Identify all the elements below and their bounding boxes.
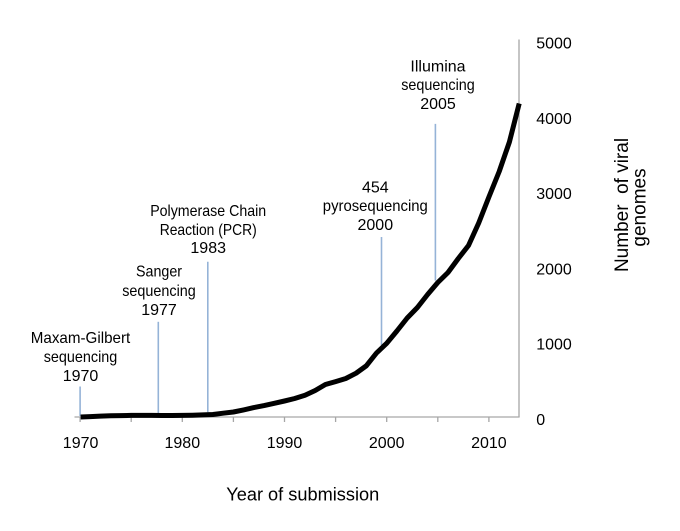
svg-text:Polymerase Chain: Polymerase Chain xyxy=(150,203,266,220)
svg-text:4000: 4000 xyxy=(536,111,572,128)
svg-text:1000: 1000 xyxy=(536,337,572,354)
svg-text:454: 454 xyxy=(362,180,389,197)
svg-text:Illumina: Illumina xyxy=(410,58,465,75)
svg-text:sequencing: sequencing xyxy=(401,77,475,94)
svg-text:2010: 2010 xyxy=(471,435,507,452)
svg-text:2000: 2000 xyxy=(536,261,572,278)
svg-text:sequencing: sequencing xyxy=(122,283,196,300)
svg-text:Sanger: Sanger xyxy=(136,264,183,281)
svg-text:1983: 1983 xyxy=(190,240,226,257)
svg-text:Reaction (PCR): Reaction (PCR) xyxy=(160,222,257,239)
svg-text:2000: 2000 xyxy=(358,217,394,234)
svg-text:genomes: genomes xyxy=(630,168,651,246)
svg-text:1970: 1970 xyxy=(63,435,99,452)
svg-text:5000: 5000 xyxy=(536,36,572,53)
svg-text:Year of submission: Year of submission xyxy=(226,485,379,505)
svg-text:2000: 2000 xyxy=(369,435,405,452)
svg-text:pyrosequencing: pyrosequencing xyxy=(323,198,428,215)
svg-text:1980: 1980 xyxy=(165,435,201,452)
svg-text:3000: 3000 xyxy=(536,186,572,203)
svg-text:2005: 2005 xyxy=(420,96,456,113)
svg-text:1977: 1977 xyxy=(141,302,177,319)
svg-text:Number of viral: Number of viral xyxy=(612,138,633,272)
svg-text:sequencing: sequencing xyxy=(44,349,118,366)
svg-text:1970: 1970 xyxy=(63,368,99,385)
svg-text:1990: 1990 xyxy=(267,435,303,452)
svg-text:Maxam-Gilbert: Maxam-Gilbert xyxy=(31,330,131,347)
svg-text:0: 0 xyxy=(536,412,545,429)
